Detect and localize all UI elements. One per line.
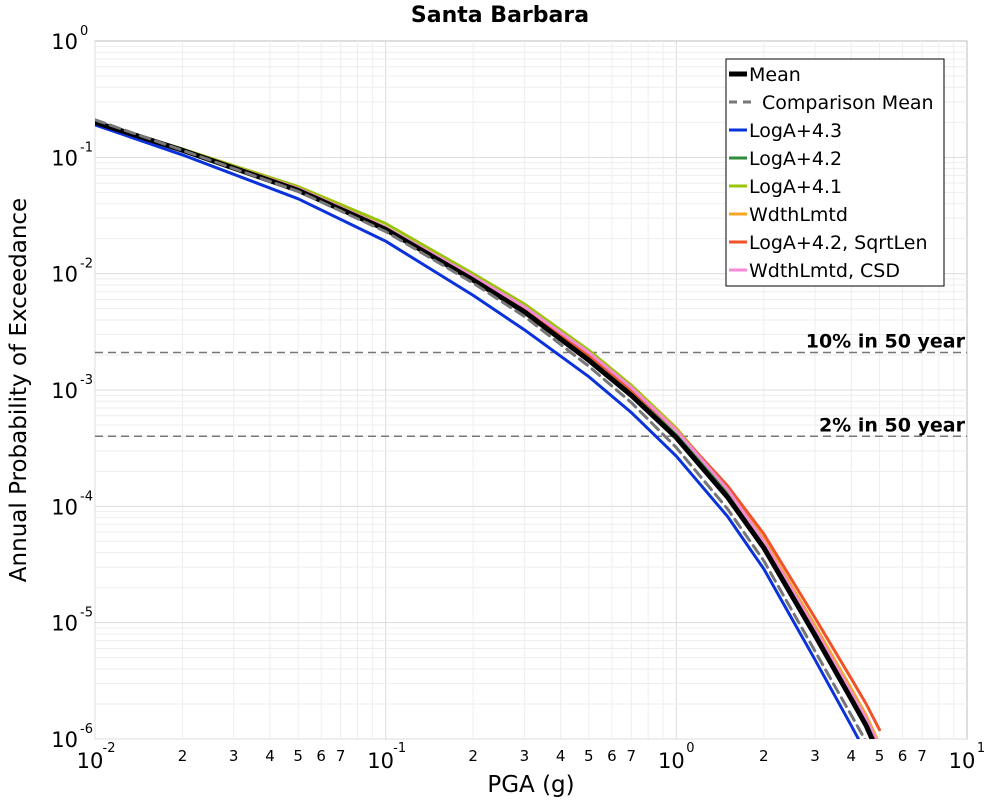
x-minor-tick-label: 5: [584, 747, 594, 765]
x-minor-tick-label: 2: [759, 747, 769, 765]
y-tick-label: 10: [51, 612, 78, 636]
reference-lines: 10% in 50 year 2% in 50 year: [95, 331, 967, 438]
legend-label: Mean: [749, 64, 801, 86]
x-minor-tick-label: 7: [917, 747, 927, 765]
legend-label: LogA+4.2, SqrtLen: [749, 232, 928, 254]
legend-label: WdthLmtd: [749, 204, 848, 226]
x-minor-tick-label: 3: [810, 747, 820, 765]
legend: Mean Comparison Mean LogA+4.3 LogA+4.2 LogA+…: [725, 58, 945, 287]
x-minor-tick-label: 4: [556, 747, 566, 765]
x-tick-exponent: 1: [977, 741, 985, 756]
y-tick-exponent: -1: [80, 140, 93, 155]
legend-label: Comparison Mean: [762, 92, 934, 114]
series-line-loga-4-3: [95, 123, 861, 739]
x-minor-tick-label: 6: [607, 747, 617, 765]
y-tick-exponent: -6: [80, 722, 93, 737]
x-tick-label: 10: [949, 749, 976, 773]
x-tick-exponent: -1: [393, 741, 406, 756]
x-minor-tick-label: 3: [520, 747, 530, 765]
x-tick-label: 10: [658, 749, 685, 773]
y-tick-label: 10: [51, 379, 78, 403]
series-line-comparison-mean: [95, 118, 867, 739]
x-minor-tick-label: 7: [627, 747, 637, 765]
x-minor-tick-label: 4: [847, 747, 857, 765]
x-tick-label: 10: [367, 749, 394, 773]
y-tick-exponent: -5: [80, 606, 93, 621]
x-minor-tick-label: 5: [293, 747, 303, 765]
legend-box: [725, 58, 945, 287]
x-minor-tick-label: 5: [875, 747, 885, 765]
x-minor-tick-label: 2: [468, 747, 478, 765]
x-axis-label: PGA (g): [487, 772, 574, 798]
series-lines: [95, 118, 881, 739]
y-tick-exponent: -2: [80, 257, 93, 272]
y-tick-label: 10: [51, 263, 78, 287]
x-minor-tick-label: 6: [316, 747, 326, 765]
legend-label: LogA+4.3: [749, 120, 842, 142]
y-tick-label: 10: [51, 728, 78, 752]
x-tick-label: 10: [77, 749, 104, 773]
y-tick-exponent: 0: [80, 24, 88, 39]
y-tick-exponent: -3: [80, 373, 93, 388]
legend-label: LogA+4.1: [749, 176, 842, 198]
x-minor-tick-label: 4: [265, 747, 275, 765]
reference-line-label: 10% in 50 year: [806, 331, 966, 353]
chart-title: Santa Barbara: [411, 3, 589, 28]
y-axis-label: Annual Probability of Exceedance: [6, 198, 32, 582]
x-minor-tick-label: 2: [178, 747, 188, 765]
x-minor-tick-label: 3: [229, 747, 239, 765]
y-tick-exponent: -4: [80, 489, 93, 504]
x-minor-tick-label: 6: [898, 747, 908, 765]
y-tick-label: 10: [51, 495, 78, 519]
x-tick-exponent: 0: [686, 741, 694, 756]
reference-line-label: 2% in 50 year: [819, 414, 966, 436]
y-tick-label: 10: [51, 30, 78, 54]
legend-label: LogA+4.2: [749, 148, 842, 170]
x-tick-exponent: -2: [103, 741, 116, 756]
y-tick-label: 10: [51, 146, 78, 170]
x-minor-tick-label: 7: [336, 747, 346, 765]
legend-label: WdthLmtd, CSD: [749, 260, 900, 282]
